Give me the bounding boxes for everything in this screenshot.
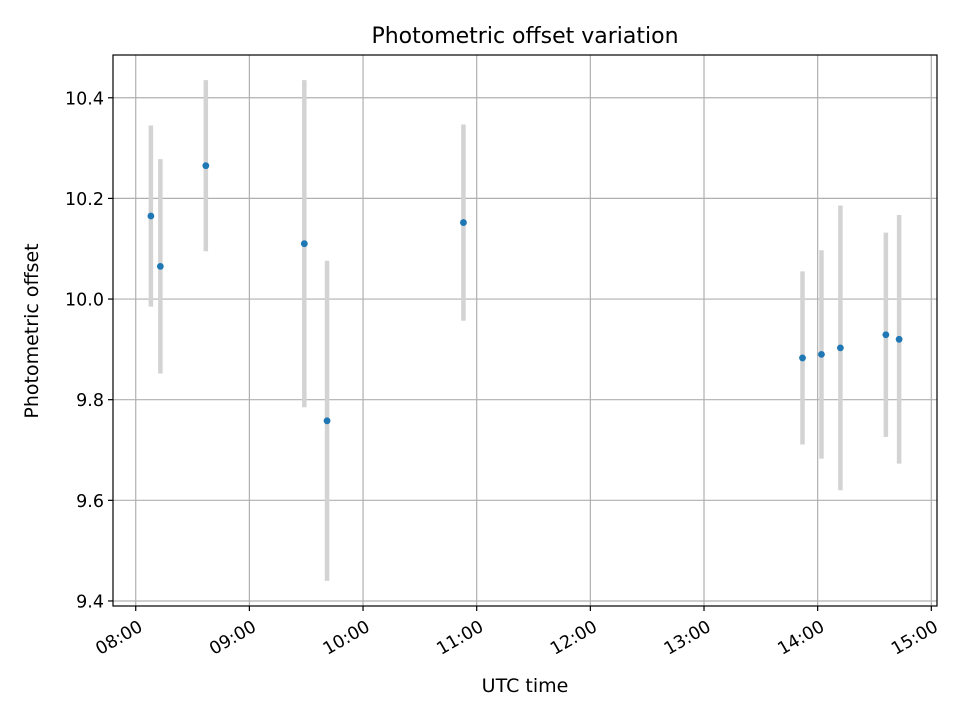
y-tick-label: 9.8	[76, 391, 104, 411]
data-point	[460, 219, 467, 226]
grid	[113, 55, 937, 606]
data-point	[202, 162, 210, 170]
plot-frame	[112, 54, 938, 607]
data-point	[156, 262, 164, 270]
data-points	[147, 162, 903, 425]
data-point	[895, 335, 903, 343]
data-point	[836, 344, 844, 352]
data-point	[799, 354, 806, 362]
data-point	[147, 212, 155, 220]
y-tick-label: 10.0	[65, 291, 104, 311]
y-axis-label: Photometric offset	[21, 243, 43, 418]
data-point	[300, 240, 308, 248]
y-tick-label: 9.4	[76, 592, 104, 612]
data-point	[882, 331, 890, 339]
y-tick-label: 10.4	[65, 89, 104, 109]
x-axis-label: UTC time	[482, 675, 569, 697]
chart-title: Photometric offset variation	[371, 24, 678, 49]
y-tick-label: 10.2	[65, 190, 104, 210]
data-point	[818, 351, 825, 358]
y-tick-label: 9.6	[76, 492, 104, 512]
data-point	[323, 417, 331, 425]
